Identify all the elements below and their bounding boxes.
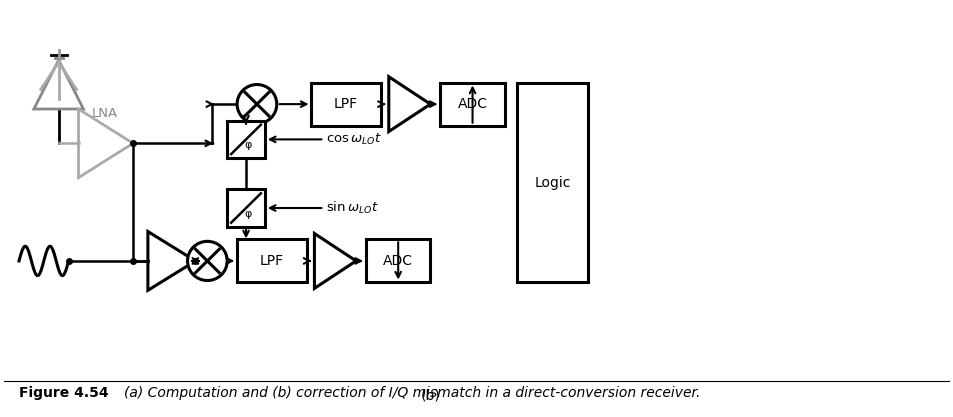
Text: $\cos\omega_{LO}t$: $\cos\omega_{LO}t$	[326, 132, 382, 147]
Bar	[440, 83, 504, 126]
Circle shape	[188, 241, 227, 281]
Bar	[227, 189, 265, 226]
Text: (a) Computation and (b) correction of I/Q mismatch in a direct-conversion receiv: (a) Computation and (b) correction of I/…	[124, 386, 700, 400]
Text: φ: φ	[244, 140, 252, 150]
Bar	[517, 83, 587, 282]
Text: ADC: ADC	[383, 254, 413, 268]
Bar	[237, 239, 306, 282]
Text: LPF: LPF	[259, 254, 284, 268]
Text: Figure 4.54: Figure 4.54	[19, 386, 109, 400]
Text: LPF: LPF	[334, 97, 357, 111]
Text: φ: φ	[244, 209, 252, 219]
Text: LNA: LNA	[91, 108, 117, 121]
Text: ADC: ADC	[457, 97, 487, 111]
Text: Logic: Logic	[534, 176, 570, 190]
Text: (b): (b)	[420, 388, 440, 402]
Bar	[366, 239, 430, 282]
Circle shape	[237, 85, 276, 124]
Text: $\sin\omega_{LO}t$: $\sin\omega_{LO}t$	[326, 200, 378, 216]
Bar	[227, 121, 265, 158]
Bar	[311, 83, 380, 126]
